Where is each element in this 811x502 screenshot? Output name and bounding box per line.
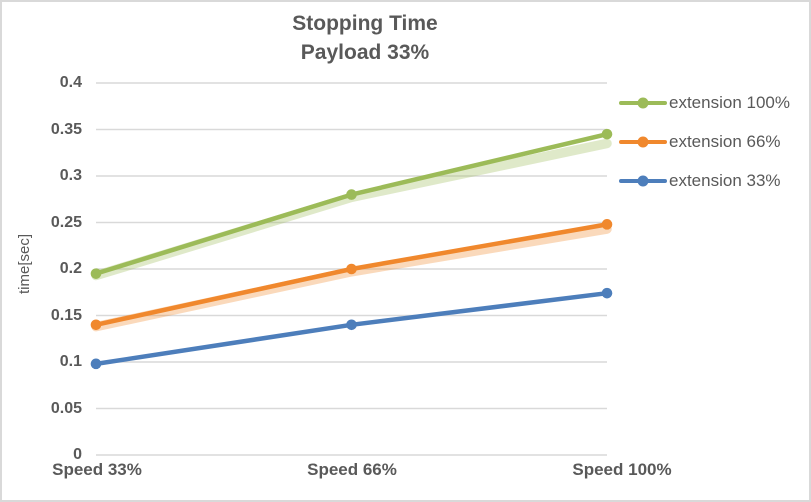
y-tick-label: 0.1	[59, 353, 82, 370]
x-tick-label: Speed 66%	[307, 460, 397, 479]
data-point-marker	[90, 358, 102, 370]
x-tick-label: Speed 100%	[572, 460, 672, 479]
trendline-extension-66-	[91, 224, 612, 332]
legend-item-extension-33-: extension 33%	[619, 169, 781, 193]
y-tick-label: 0.2	[59, 260, 82, 277]
data-point-marker	[90, 319, 102, 331]
legend-item-extension-66-: extension 66%	[619, 130, 781, 154]
chart-title: Stopping Time Payload 33%	[2, 9, 728, 67]
data-point-marker	[346, 319, 357, 331]
y-tick-label: 0	[73, 446, 82, 463]
legend-marker-icon	[619, 97, 667, 109]
trendline-extension-100-	[91, 138, 612, 281]
legend-label: extension 100%	[669, 93, 790, 112]
legend-item-extension-100-: extension 100%	[619, 91, 790, 115]
data-point-marker	[601, 128, 613, 140]
data-point-marker	[346, 189, 357, 200]
legend-marker-icon	[619, 175, 667, 187]
x-tick-label: Speed 33%	[52, 460, 142, 479]
chart-title-line2: Payload 33%	[300, 41, 430, 64]
y-tick-label: 0.05	[50, 399, 82, 417]
legend-marker-icon	[619, 136, 667, 148]
data-point-marker	[90, 268, 102, 279]
y-tick-label: 0.4	[59, 74, 82, 91]
y-tick-label: 0.25	[50, 213, 82, 231]
data-point-marker	[601, 287, 613, 299]
y-tick-label: 0.35	[50, 120, 82, 138]
legend-label: extension 33%	[669, 171, 781, 190]
chart-title-line1: Stopping Time	[292, 12, 438, 35]
y-tick-label: 0.3	[59, 167, 82, 184]
legend-label: extension 66%	[669, 132, 781, 151]
data-point-marker	[601, 219, 613, 230]
y-tick-label: 0.15	[50, 306, 82, 324]
data-point-marker	[346, 263, 357, 275]
